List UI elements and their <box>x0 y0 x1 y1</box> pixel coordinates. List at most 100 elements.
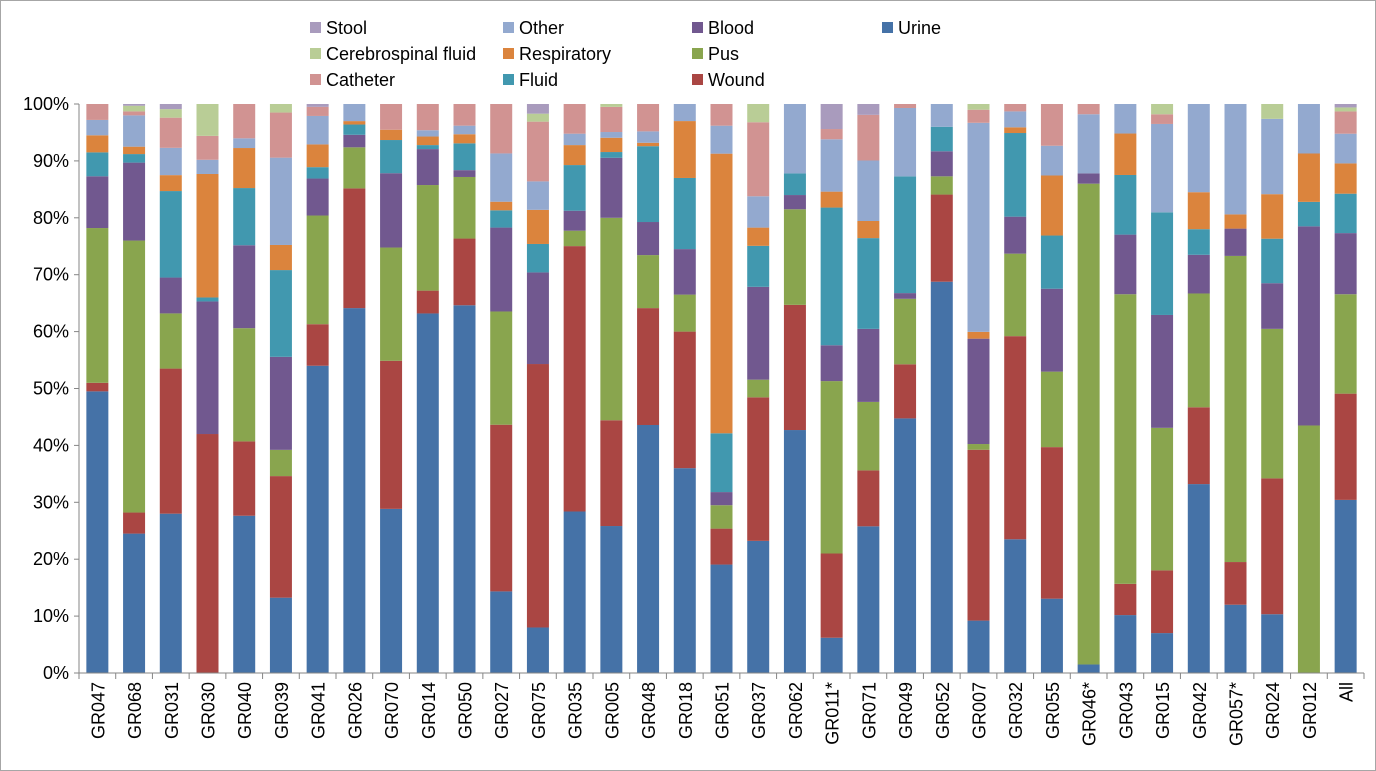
bar-segment-gr031-wound <box>159 368 182 514</box>
bar-segment-gr071-fluid <box>857 238 880 329</box>
x-tick-label-gr042: GR042 <box>1190 682 1210 739</box>
x-tick-label-gr018: GR018 <box>676 682 696 739</box>
legend-label-respiratory: Respiratory <box>519 44 611 64</box>
bar-segment-gr026-blood <box>343 134 366 148</box>
bar-segment-gr030-catheter <box>196 135 219 160</box>
bar-segment-gr030-respiratory <box>196 173 219 298</box>
bar-segment-gr005-cerebrospinal-fluid <box>600 104 623 107</box>
legend-item-catheter: Catheter <box>310 70 395 90</box>
bar-segment-gr047-pus <box>86 228 109 383</box>
bar-segment-gr024-cerebrospinal-fluid <box>1261 104 1284 119</box>
bar-stack-gr035 <box>563 104 586 673</box>
bar-segment-gr035-urine <box>563 511 586 673</box>
y-tick-label: 40% <box>33 435 69 455</box>
legend-item-respiratory: Respiratory <box>503 44 611 64</box>
bar-segment-gr043-urine <box>1114 615 1137 673</box>
bar-segment-gr070-respiratory <box>380 129 403 141</box>
bar-segment-gr039-cerebrospinal-fluid <box>269 104 292 113</box>
bar-segment-gr071-blood <box>857 328 880 402</box>
bar-segment-gr035-catheter <box>563 104 586 134</box>
x-tick-label-gr027: GR027 <box>492 682 512 739</box>
bar-segment-all-pus <box>1334 294 1357 394</box>
y-tick-label: 30% <box>33 492 69 512</box>
bars <box>86 104 1357 673</box>
bar-segment-gr071-stool <box>857 104 880 115</box>
bar-segment-gr032-wound <box>1004 336 1027 540</box>
bar-segment-gr040-fluid <box>233 188 256 246</box>
x-tick-label-gr075: GR075 <box>529 682 549 739</box>
bar-segment-gr035-fluid <box>563 165 586 211</box>
x-tick-label-gr014: GR014 <box>419 682 439 739</box>
bar-segment-gr011-star-pus <box>820 381 843 554</box>
legend-label-urine: Urine <box>898 18 941 38</box>
bar-segment-gr037-pus <box>747 379 770 398</box>
legend-swatch-catheter <box>310 74 321 85</box>
legend-swatch-blood <box>692 22 703 33</box>
legend-item-fluid: Fluid <box>503 70 558 90</box>
legend-item-stool: Stool <box>310 18 367 38</box>
bar-segment-gr070-blood <box>380 173 403 248</box>
bar-segment-gr031-pus <box>159 313 182 369</box>
bar-segment-gr035-wound <box>563 246 586 512</box>
bar-segment-gr071-wound <box>857 470 880 527</box>
bar-segment-gr047-other <box>86 119 109 136</box>
bar-segment-gr046-star-urine <box>1077 664 1100 673</box>
bar-segment-gr062-other <box>783 104 806 174</box>
bar-segment-gr005-catheter <box>600 106 623 133</box>
bar-segment-gr071-catheter <box>857 114 880 161</box>
bar-segment-gr071-respiratory <box>857 221 880 239</box>
bar-segment-gr068-cerebrospinal-fluid <box>123 105 146 112</box>
bar-stack-gr012 <box>1297 104 1320 673</box>
bar-segment-gr068-fluid <box>123 154 146 163</box>
bar-segment-gr024-other <box>1261 118 1284 195</box>
x-tick-label-gr012: GR012 <box>1300 682 1320 739</box>
bar-segment-gr049-blood <box>894 293 917 299</box>
legend-label-stool: Stool <box>326 18 367 38</box>
bar-segment-gr075-other <box>526 181 549 210</box>
bar-segment-gr070-catheter <box>380 104 403 130</box>
bar-segment-gr062-blood <box>783 195 806 210</box>
bar-segment-gr040-catheter <box>233 104 256 139</box>
axes: 0% 10% 20% 30% 40% 50% 60% 70% 80% 90% 100% GR047 GR… <box>23 94 1365 746</box>
bar-segment-gr030-wound <box>196 434 219 673</box>
bar-segment-gr043-wound <box>1114 583 1137 616</box>
bar-segment-gr057-star-pus <box>1224 255 1247 563</box>
bar-segment-gr018-blood <box>673 249 696 295</box>
bar-segment-gr043-fluid <box>1114 174 1137 235</box>
bar-segment-gr035-pus <box>563 230 586 247</box>
bar-segment-gr007-pus <box>967 444 990 450</box>
bar-segment-gr014-blood <box>416 149 439 186</box>
x-tick-label-gr068: GR068 <box>125 682 145 739</box>
bar-segment-gr057-star-other <box>1224 104 1247 215</box>
bar-segment-gr052-blood <box>930 151 953 177</box>
bar-segment-gr052-other <box>930 104 953 127</box>
bar-segment-gr030-cerebrospinal-fluid <box>196 104 219 136</box>
bar-segment-gr055-blood <box>1040 288 1063 372</box>
bar-segment-gr041-fluid <box>306 167 329 179</box>
y-tick-label: 80% <box>33 208 69 228</box>
legend-item-other: Other <box>503 18 564 38</box>
bar-segment-gr050-urine <box>453 305 476 673</box>
bar-stack-gr057-star <box>1224 104 1247 673</box>
bar-segment-gr026-fluid <box>343 124 366 135</box>
bar-segment-gr071-pus <box>857 401 880 471</box>
bar-stack-gr050 <box>453 104 476 673</box>
bar-segment-gr057-star-urine <box>1224 604 1247 673</box>
bar-segment-gr049-other <box>894 107 917 177</box>
bar-segment-gr050-pus <box>453 176 476 239</box>
legend-swatch-urine <box>882 22 893 33</box>
bar-segment-gr048-other <box>637 131 660 143</box>
bar-stack-all <box>1334 104 1357 673</box>
bar-segment-gr049-catheter <box>894 104 917 108</box>
bar-segment-gr037-other <box>747 196 770 228</box>
bar-segment-gr031-blood <box>159 277 182 314</box>
bar-segment-gr012-other <box>1297 104 1320 154</box>
bar-segment-gr032-pus <box>1004 253 1027 337</box>
x-tick-label-gr024: GR024 <box>1263 682 1283 739</box>
x-tick-label-gr040: GR040 <box>235 682 255 739</box>
bar-segment-gr032-urine <box>1004 539 1027 673</box>
bar-segment-gr075-urine <box>526 627 549 673</box>
bar-segment-gr015-other <box>1151 123 1174 213</box>
bar-segment-gr014-other <box>416 130 439 137</box>
bar-segment-gr007-urine <box>967 620 990 673</box>
